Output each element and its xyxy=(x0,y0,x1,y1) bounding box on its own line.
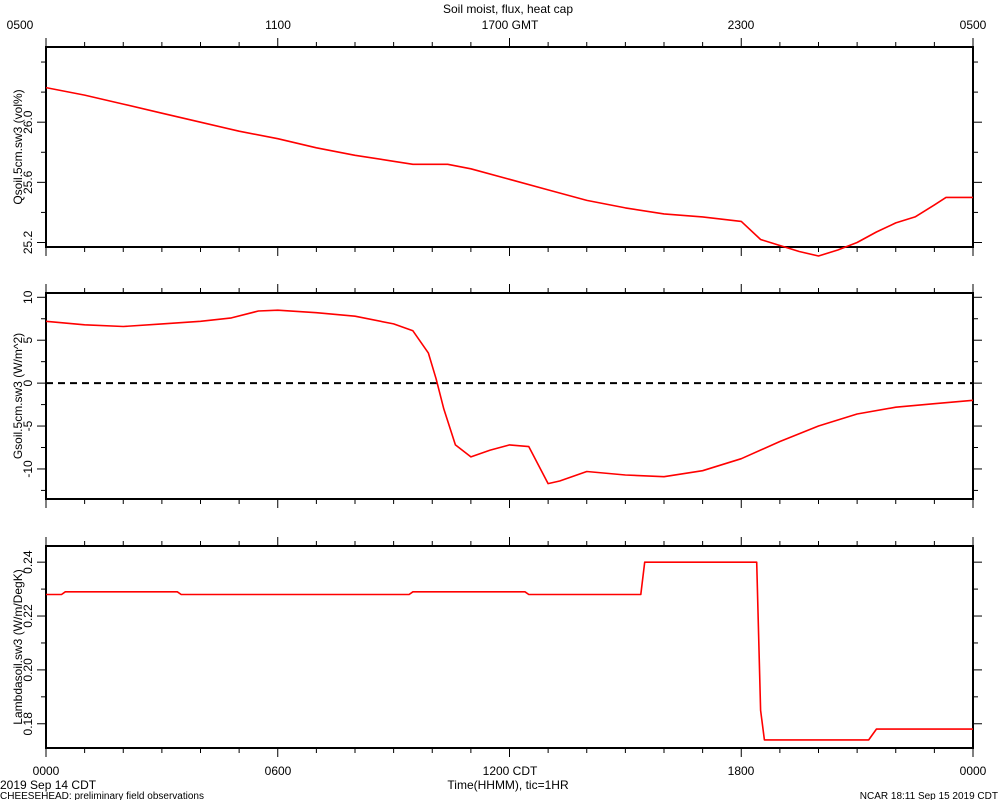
gmt-tick-label: 2300 xyxy=(728,18,755,32)
cdt-tick-label: 1800 xyxy=(728,764,755,778)
cdt-tick-label: 0600 xyxy=(265,764,292,778)
heat-flux-panel: -10 -5 0 5 10 Gsoil.5cm.sw3 (W/m^2) xyxy=(11,284,982,508)
date-label: 2019 Sep 14 CDT xyxy=(0,778,97,792)
heat-flux-y-tick-label: -5 xyxy=(21,420,35,431)
conductivity-y-axis-label: Lambdasoil.sw3 (W/m/DegK) xyxy=(11,569,25,724)
moisture-series-line xyxy=(45,86,973,257)
heat-flux-frame xyxy=(45,292,974,500)
moisture-y-tick-label: 25.2 xyxy=(21,230,35,254)
ncar-label: NCAR 18:11 Sep 15 2019 CDT xyxy=(860,791,998,800)
chart-title: Soil moist, flux, heat cap xyxy=(443,2,573,16)
gmt-tick-label: 0500 xyxy=(960,18,987,32)
moisture-y-axis-label: Qsoil.5cm.sw3 (vol%) xyxy=(11,89,25,204)
gmt-tick-label: 0500 xyxy=(7,18,34,32)
heat-flux-series-line xyxy=(45,309,974,485)
heat-flux-y-tick-label: 0 xyxy=(21,379,35,386)
conductivity-series-line xyxy=(46,561,973,741)
moisture-frame xyxy=(45,46,974,248)
conductivity-y-tick-label: 0.18 xyxy=(21,712,35,736)
time-axis-label: Time(HHMM), tic=1HR xyxy=(447,778,569,792)
heat-flux-y-tick-label: 5 xyxy=(21,337,35,344)
conductivity-frame xyxy=(45,545,974,749)
gmt-tick-label: 1700 GMT xyxy=(482,18,539,32)
cdt-tick-label: 0000 xyxy=(33,764,60,778)
project-label: CHEESEHEAD: preliminary field observatio… xyxy=(0,791,204,800)
gmt-tick-label: 1100 xyxy=(265,18,291,32)
moisture-y-tick-label: 25.6 xyxy=(21,170,35,194)
conductivity-y-tick-label: 0.24 xyxy=(21,550,35,574)
conductivity-y-tick-label: 0.22 xyxy=(21,604,35,628)
heat-flux-y-tick-label: 10 xyxy=(21,290,35,304)
cdt-tick-label: 1200 CDT xyxy=(483,764,538,778)
heat-flux-y-axis-label: Gsoil.5cm.sw3 (W/m^2) xyxy=(11,333,25,459)
cdt-tick-label: 0000 xyxy=(960,764,987,778)
heat-flux-y-tick-label: -10 xyxy=(21,460,35,478)
conductivity-y-tick-label: 0.20 xyxy=(21,658,35,682)
moisture-y-tick-label: 26.0 xyxy=(21,110,35,134)
